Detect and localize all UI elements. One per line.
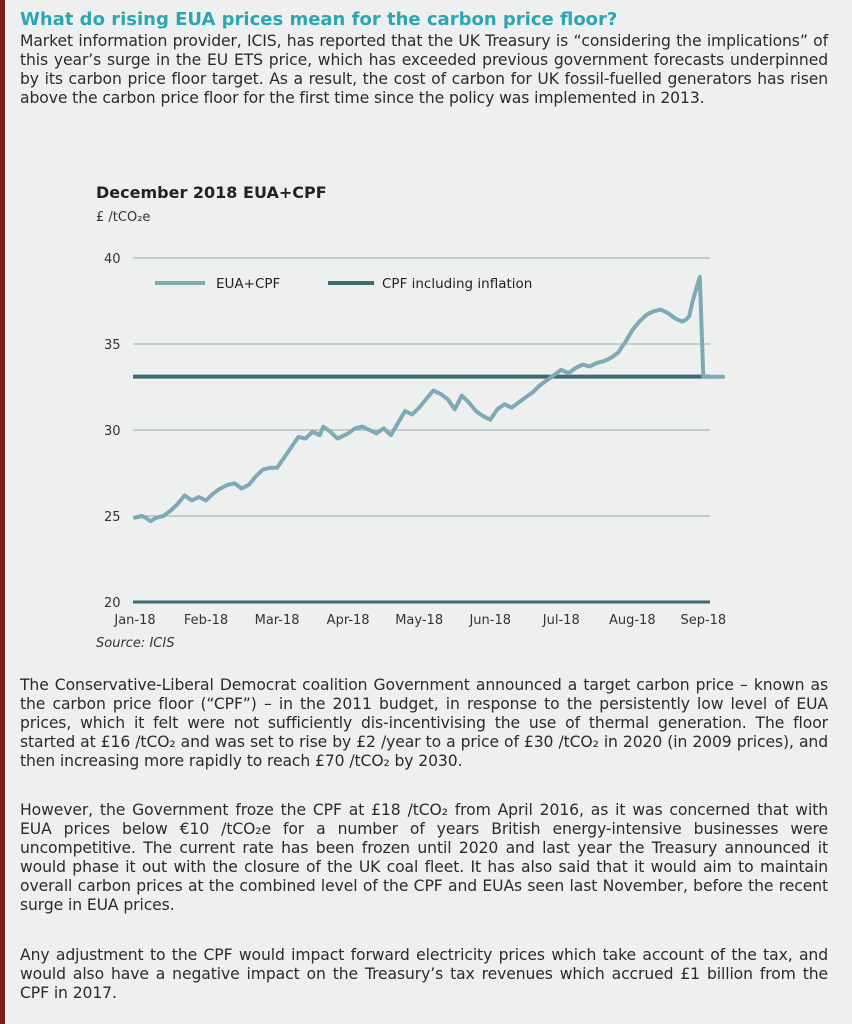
x-tick-label: Apr-18 bbox=[327, 613, 370, 628]
x-tick-label: Mar-18 bbox=[255, 613, 300, 628]
paragraph-cpf-history: The Conservative-Liberal Democrat coalit… bbox=[20, 676, 828, 770]
x-tick-label: Feb-18 bbox=[184, 613, 228, 628]
x-tick-label: May-18 bbox=[395, 613, 443, 628]
x-tick-label: Aug-18 bbox=[609, 613, 656, 628]
x-tick-label: Jan-18 bbox=[113, 613, 155, 628]
y-tick-label: 35 bbox=[104, 338, 121, 353]
x-tick-label: Sep-18 bbox=[680, 613, 726, 628]
intro-paragraph: Market information provider, ICIS, has r… bbox=[20, 32, 828, 107]
chart-svg: 20 25 30 35 40 Jan-18 Feb-18 Mar-18 Apr-18 May-18… bbox=[104, 252, 726, 628]
paragraph-cpf-freeze: However, the Government froze the CPF at… bbox=[20, 801, 828, 914]
x-tick-label: Jul-18 bbox=[542, 613, 580, 628]
series-line-eua-cpf bbox=[133, 274, 726, 524]
y-tick-label: 20 bbox=[104, 596, 121, 611]
y-tick-label: 30 bbox=[104, 424, 121, 439]
legend-label-eua-cpf: EUA+CPF bbox=[216, 276, 280, 292]
y-tick-label: 25 bbox=[104, 510, 121, 525]
chart-source: Source: ICIS bbox=[96, 636, 175, 651]
article-heading: What do rising EUA prices mean for the c… bbox=[20, 9, 618, 30]
x-tick-label: Jun-18 bbox=[468, 613, 511, 628]
chart-title: December 2018 EUA+CPF bbox=[96, 183, 327, 202]
paragraph-cpf-impact: Any adjustment to the CPF would impact f… bbox=[20, 946, 828, 1002]
left-accent-bar bbox=[0, 0, 5, 1024]
legend-label-cpf: CPF including inflation bbox=[382, 276, 532, 292]
y-tick-label: 40 bbox=[104, 252, 121, 267]
chart-unit-label: £ /tCO₂e bbox=[96, 210, 151, 225]
